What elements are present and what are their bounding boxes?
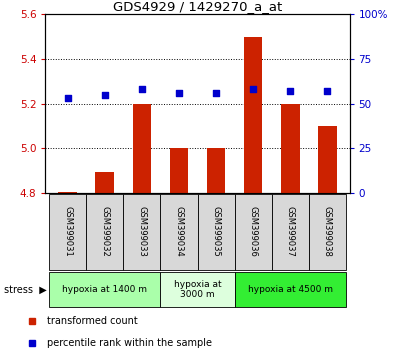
Point [213, 90, 219, 96]
Text: hypoxia at
3000 m: hypoxia at 3000 m [174, 280, 221, 299]
FancyBboxPatch shape [272, 194, 309, 270]
Point [102, 92, 108, 97]
Bar [207, 148, 225, 193]
FancyBboxPatch shape [235, 272, 346, 307]
Text: GSM399037: GSM399037 [286, 206, 295, 257]
Point [176, 90, 182, 96]
FancyBboxPatch shape [160, 272, 235, 307]
FancyBboxPatch shape [309, 194, 346, 270]
FancyBboxPatch shape [198, 194, 235, 270]
Text: percentile rank within the sample: percentile rank within the sample [47, 338, 212, 348]
FancyBboxPatch shape [49, 194, 86, 270]
Text: GSM399033: GSM399033 [137, 206, 147, 257]
Text: GSM399032: GSM399032 [100, 206, 109, 257]
Bar [96, 172, 114, 193]
Text: GSM399036: GSM399036 [248, 206, 258, 257]
Bar [318, 126, 337, 193]
FancyBboxPatch shape [160, 194, 198, 270]
Point [250, 86, 256, 92]
Bar [58, 192, 77, 193]
Text: GSM399035: GSM399035 [212, 206, 220, 257]
Point [324, 88, 331, 94]
Bar [170, 148, 188, 193]
Text: GSM399031: GSM399031 [63, 206, 72, 257]
Title: GDS4929 / 1429270_a_at: GDS4929 / 1429270_a_at [113, 0, 282, 13]
Text: hypoxia at 1400 m: hypoxia at 1400 m [62, 285, 147, 294]
FancyBboxPatch shape [86, 194, 123, 270]
Bar [244, 36, 262, 193]
FancyBboxPatch shape [235, 194, 272, 270]
Bar [133, 104, 151, 193]
Bar [281, 104, 299, 193]
Text: GSM399038: GSM399038 [323, 206, 332, 257]
Point [64, 95, 71, 101]
Text: transformed count: transformed count [47, 316, 137, 326]
Text: hypoxia at 4500 m: hypoxia at 4500 m [248, 285, 333, 294]
FancyBboxPatch shape [123, 194, 160, 270]
Point [287, 88, 293, 94]
Text: stress  ▶: stress ▶ [4, 284, 47, 295]
Point [139, 86, 145, 92]
FancyBboxPatch shape [49, 272, 160, 307]
Text: GSM399034: GSM399034 [175, 206, 183, 257]
